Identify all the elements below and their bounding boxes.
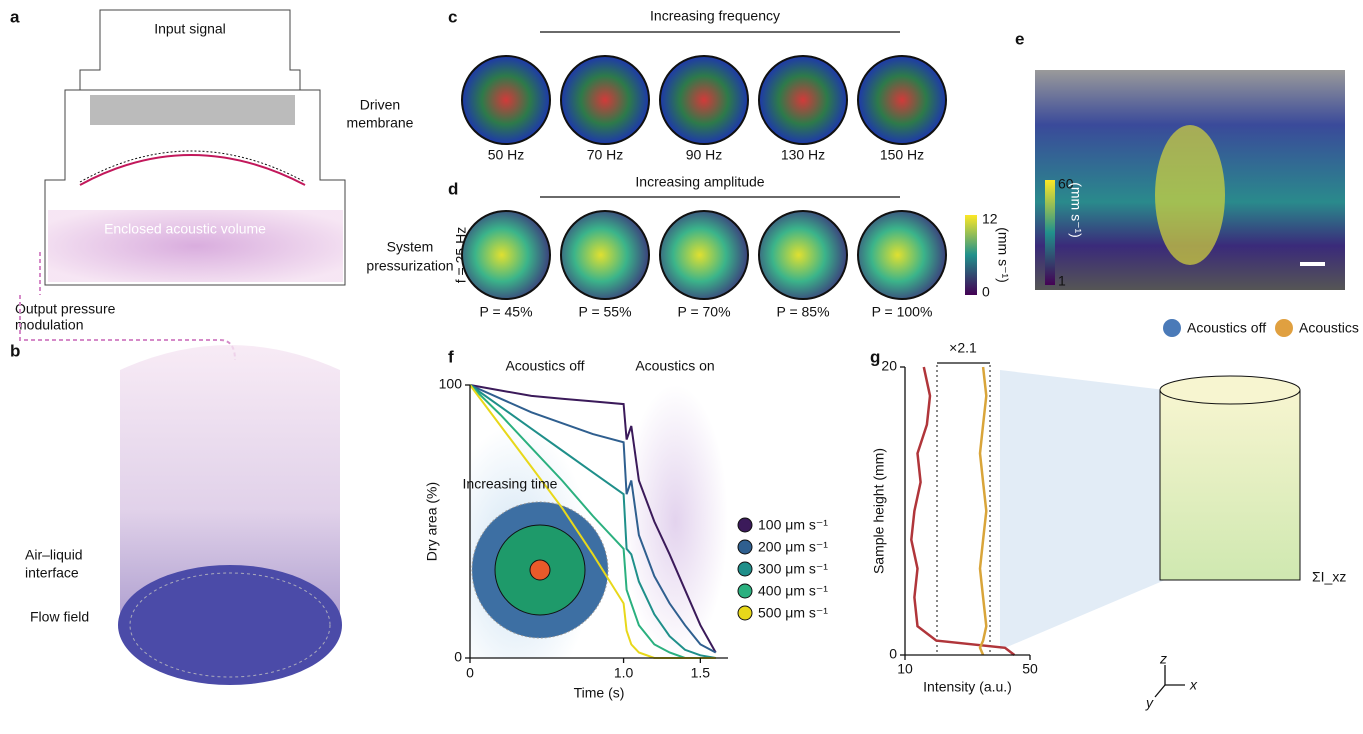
- y-axis-label: Dry area (%): [424, 482, 440, 561]
- figure: a Input signal Driven membrane Enclosed …: [0, 0, 1363, 734]
- label: pressurization: [366, 258, 453, 274]
- colorbar: [965, 215, 977, 295]
- inset: [530, 560, 550, 580]
- label: Driven: [360, 97, 400, 113]
- scale-bar: [1300, 262, 1325, 266]
- label: P = 55%: [578, 304, 631, 320]
- pattern-image: [462, 56, 550, 144]
- x-tick-label: 10: [897, 661, 913, 677]
- annotation: ×2.1: [949, 340, 977, 356]
- annotation: x: [1189, 677, 1198, 693]
- profile: [980, 367, 986, 655]
- legend-label: 300 μm s⁻¹: [758, 561, 828, 577]
- y-tick-label: 100: [439, 376, 463, 392]
- label: System: [387, 239, 434, 255]
- cylinder-top: [1160, 376, 1300, 404]
- annotation: Increasing time: [463, 476, 558, 492]
- annotation: Acoustics on: [635, 358, 714, 374]
- annotation: y: [1145, 695, 1154, 711]
- title: Increasing frequency: [650, 8, 780, 24]
- flow-image: [462, 211, 550, 299]
- label: 150 Hz: [880, 147, 924, 163]
- colorbar-unit: (mm s⁻¹): [995, 227, 1011, 283]
- flow-image: [561, 211, 649, 299]
- label: interface: [25, 565, 79, 581]
- x-axis-label: Time (s): [574, 685, 625, 701]
- label: 50 Hz: [488, 147, 525, 163]
- legend-label: 400 μm s⁻¹: [758, 583, 828, 599]
- panel-label: e: [1015, 29, 1024, 48]
- annotation: ΣI_xz: [1312, 569, 1346, 585]
- label: P = 45%: [479, 304, 532, 320]
- pattern-image: [858, 56, 946, 144]
- panel-label: g: [870, 347, 880, 366]
- pattern-image: [759, 56, 847, 144]
- colorbar-tick-label: 1: [1058, 273, 1066, 289]
- colorbar-tick-label: 0: [982, 284, 990, 300]
- label: membrane: [347, 115, 414, 131]
- label: Input signal: [154, 21, 226, 37]
- title: Increasing amplitude: [635, 174, 764, 190]
- light-rays: [1000, 370, 1165, 650]
- label: modulation: [15, 317, 84, 333]
- label: P = 85%: [776, 304, 829, 320]
- x-axis-label: Intensity (a.u.): [923, 679, 1012, 695]
- y-axis-label: Sample height (mm): [871, 448, 887, 574]
- magnet: [90, 95, 295, 125]
- y-tick-label: 0: [889, 646, 897, 662]
- legend-swatch: [738, 562, 752, 576]
- legend-label: Acoustics off: [1187, 320, 1266, 336]
- legend-label: 200 μm s⁻¹: [758, 539, 828, 555]
- annotation: z: [1159, 651, 1167, 667]
- pattern-image: [660, 56, 748, 144]
- annotation: Acoustics off: [505, 358, 584, 374]
- x-tick-label: 1.5: [691, 665, 711, 681]
- label: P = 100%: [872, 304, 933, 320]
- jet: [1155, 125, 1225, 265]
- panel-label: f: [448, 347, 454, 366]
- interface: [118, 565, 342, 685]
- profile: [911, 367, 1014, 655]
- axis-glyph: [1155, 685, 1165, 697]
- panel-label: c: [448, 7, 457, 26]
- flow-image: [660, 211, 748, 299]
- x-tick-label: 50: [1022, 661, 1038, 677]
- legend-swatch: [738, 540, 752, 554]
- label: Air–liquid: [25, 547, 83, 563]
- legend-swatch: [738, 584, 752, 598]
- legend-label: 100 μm s⁻¹: [758, 517, 828, 533]
- flow-image: [858, 211, 946, 299]
- y-tick-label: 0: [454, 649, 462, 665]
- label: 130 Hz: [781, 147, 825, 163]
- legend-label: Acoustics on: [1299, 320, 1363, 336]
- legend-swatch: [738, 606, 752, 620]
- panel-label: b: [10, 341, 20, 360]
- colorbar: [1045, 180, 1055, 285]
- legend-label: 500 μm s⁻¹: [758, 605, 828, 621]
- panel-label: d: [448, 179, 458, 198]
- colorbar-tick-label: 12: [982, 211, 998, 227]
- legend-swatch: [738, 518, 752, 532]
- legend-swatch: [1163, 319, 1181, 337]
- background: [623, 385, 728, 658]
- label: Flow field: [30, 609, 89, 625]
- label: 90 Hz: [686, 147, 723, 163]
- legend-swatch: [1275, 319, 1293, 337]
- pattern-image: [561, 56, 649, 144]
- label: P = 70%: [677, 304, 730, 320]
- label: Enclosed acoustic volume: [104, 221, 266, 237]
- y-tick-label: 20: [881, 358, 897, 374]
- label: Output pressure: [15, 301, 116, 317]
- colorbar-unit: (mm s⁻¹): [1068, 182, 1084, 238]
- x-tick-label: 1.0: [614, 665, 634, 681]
- flow-image: [759, 211, 847, 299]
- sample-cylinder: [1160, 390, 1300, 580]
- label: 70 Hz: [587, 147, 624, 163]
- panel-label: a: [10, 7, 20, 26]
- x-tick-label: 0: [466, 665, 474, 681]
